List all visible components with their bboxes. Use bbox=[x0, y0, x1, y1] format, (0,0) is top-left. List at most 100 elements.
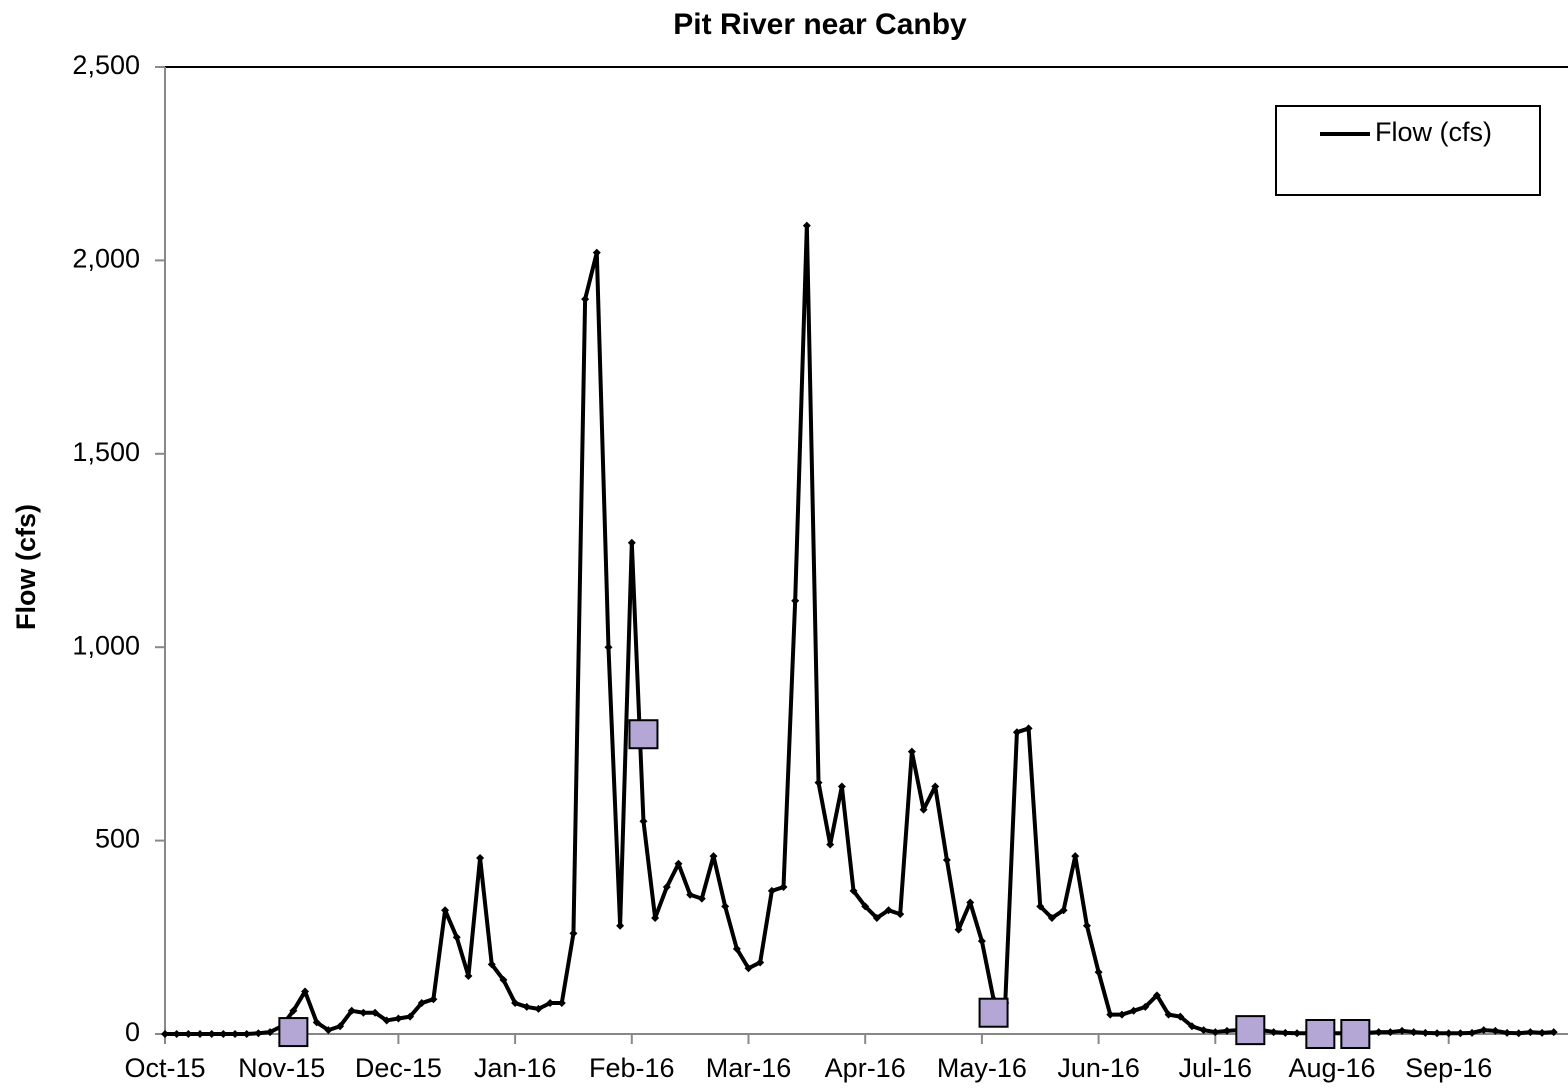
point-marker bbox=[966, 898, 975, 907]
point-marker bbox=[289, 1006, 298, 1015]
point-marker bbox=[942, 855, 951, 864]
point-marker bbox=[242, 1030, 251, 1038]
point-marker bbox=[312, 1018, 321, 1027]
y-tick-label: 0 bbox=[125, 1017, 140, 1047]
point-marker bbox=[1094, 968, 1103, 977]
point-marker bbox=[1012, 728, 1021, 737]
point-marker bbox=[1386, 1028, 1395, 1037]
point-marker bbox=[861, 902, 870, 911]
x-tick-label: May-16 bbox=[937, 1053, 1027, 1083]
point-marker bbox=[1514, 1029, 1523, 1038]
sample-marker bbox=[978, 997, 1009, 1028]
legend: Flow (cfs) bbox=[1275, 105, 1541, 196]
point-marker bbox=[1199, 1026, 1208, 1035]
y-tick-label: 2,000 bbox=[72, 244, 140, 274]
point-marker bbox=[662, 883, 671, 892]
point-marker bbox=[907, 747, 916, 756]
point-marker bbox=[651, 913, 660, 922]
x-tick-label: Mar-16 bbox=[706, 1053, 792, 1083]
point-marker bbox=[581, 295, 590, 304]
point-marker bbox=[977, 937, 986, 946]
point-marker bbox=[837, 782, 846, 791]
point-marker bbox=[697, 894, 706, 903]
legend-label: Flow (cfs) bbox=[1375, 117, 1492, 147]
point-marker bbox=[1187, 1022, 1196, 1031]
point-marker bbox=[1374, 1028, 1383, 1037]
point-marker bbox=[616, 921, 625, 930]
chart-title: Pit River near Canby bbox=[673, 8, 967, 41]
point-marker bbox=[1152, 991, 1161, 1000]
point-marker bbox=[231, 1030, 240, 1038]
point-marker bbox=[767, 886, 776, 895]
point-marker bbox=[546, 999, 555, 1008]
y-axis-label: Flow (cfs) bbox=[11, 504, 41, 630]
point-marker bbox=[1468, 1028, 1477, 1037]
point-marker bbox=[592, 248, 601, 257]
point-marker bbox=[347, 1006, 356, 1015]
point-marker bbox=[266, 1028, 275, 1037]
point-marker bbox=[429, 995, 438, 1004]
point-marker bbox=[826, 840, 835, 849]
y-tick-label: 500 bbox=[95, 824, 140, 854]
point-marker bbox=[1444, 1029, 1453, 1038]
point-marker bbox=[779, 883, 788, 892]
x-tick-label: Jun-16 bbox=[1057, 1053, 1140, 1083]
y-tick-label: 2,500 bbox=[72, 50, 140, 80]
x-tick-label: Dec-15 bbox=[355, 1053, 442, 1083]
point-marker bbox=[721, 902, 730, 911]
point-marker bbox=[1106, 1010, 1115, 1019]
flow-line bbox=[165, 223, 1554, 1036]
point-marker bbox=[301, 987, 310, 996]
point-marker bbox=[499, 975, 508, 984]
point-marker bbox=[1047, 913, 1056, 922]
point-marker bbox=[1176, 1012, 1185, 1021]
point-marker bbox=[557, 999, 566, 1008]
x-tick-label: Nov-15 bbox=[238, 1053, 325, 1083]
point-marker bbox=[324, 1026, 333, 1035]
point-marker bbox=[336, 1022, 345, 1031]
point-marker bbox=[1281, 1028, 1290, 1037]
point-marker bbox=[1024, 724, 1033, 733]
point-marker bbox=[1269, 1028, 1278, 1037]
point-marker bbox=[371, 1008, 380, 1017]
point-marker bbox=[814, 778, 823, 787]
point-marker bbox=[487, 960, 496, 969]
point-marker bbox=[756, 958, 765, 967]
point-marker bbox=[709, 852, 718, 861]
sample-marker bbox=[628, 719, 659, 750]
point-marker bbox=[954, 925, 963, 934]
point-marker bbox=[406, 1012, 415, 1021]
point-marker bbox=[686, 890, 695, 899]
point-marker bbox=[674, 859, 683, 868]
point-marker bbox=[172, 1030, 181, 1038]
point-marker bbox=[359, 1008, 368, 1017]
point-marker bbox=[802, 221, 811, 230]
point-marker bbox=[1479, 1026, 1488, 1035]
point-marker bbox=[1082, 921, 1091, 930]
point-marker bbox=[464, 971, 473, 980]
point-marker bbox=[1117, 1010, 1126, 1019]
point-marker bbox=[732, 944, 741, 953]
point-marker bbox=[161, 1030, 169, 1038]
sample-marker bbox=[1340, 1019, 1371, 1049]
point-marker bbox=[1164, 1010, 1173, 1019]
point-marker bbox=[441, 906, 450, 915]
y-tick-label: 1,500 bbox=[72, 437, 140, 467]
point-marker bbox=[1222, 1026, 1231, 1035]
point-marker bbox=[1292, 1029, 1301, 1038]
point-marker bbox=[511, 999, 520, 1008]
point-marker bbox=[1141, 1002, 1150, 1011]
x-tick-label: Aug-16 bbox=[1288, 1053, 1375, 1083]
point-marker bbox=[919, 805, 928, 814]
x-tick-label: Feb-16 bbox=[589, 1053, 675, 1083]
x-tick-label: Oct-15 bbox=[124, 1053, 205, 1083]
point-marker bbox=[896, 910, 905, 919]
point-marker bbox=[744, 964, 753, 973]
legend-box bbox=[1275, 105, 1541, 196]
point-marker bbox=[254, 1029, 263, 1038]
point-marker bbox=[1538, 1028, 1547, 1037]
point-marker bbox=[1491, 1026, 1500, 1035]
point-marker bbox=[452, 933, 461, 942]
point-marker bbox=[522, 1002, 531, 1011]
